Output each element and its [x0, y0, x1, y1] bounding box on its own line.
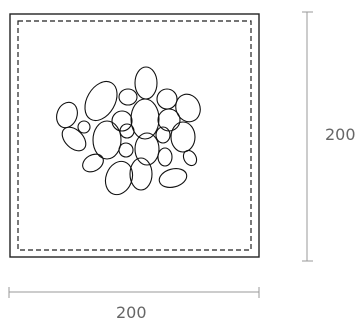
pebble	[56, 101, 78, 129]
pebble	[156, 88, 178, 110]
pebble	[61, 126, 87, 152]
pebble	[118, 142, 134, 158]
height-dimension: 200	[302, 11, 356, 262]
height-dimension-label: 200	[325, 125, 356, 144]
pebble	[129, 157, 153, 191]
width-dimension-label: 200	[116, 303, 147, 322]
pebble	[130, 98, 160, 140]
pebble	[118, 88, 138, 106]
pebble	[84, 80, 118, 122]
frame-inner-dashed-border	[17, 20, 252, 251]
pebble	[182, 149, 198, 167]
pebble	[134, 66, 158, 100]
pebble	[82, 153, 104, 173]
pebble	[158, 168, 188, 188]
pebble	[155, 126, 171, 144]
frame-outer-border	[9, 13, 260, 258]
pebble	[77, 120, 91, 134]
pebble	[157, 147, 173, 167]
square-frame	[9, 13, 260, 258]
pebble	[104, 160, 134, 196]
pebble-pattern	[56, 66, 201, 196]
pebble	[111, 110, 133, 132]
width-dimension: 200	[8, 287, 260, 322]
pebble	[119, 123, 135, 139]
pebble	[170, 121, 196, 153]
pebble	[134, 132, 160, 166]
pebble	[92, 120, 122, 160]
